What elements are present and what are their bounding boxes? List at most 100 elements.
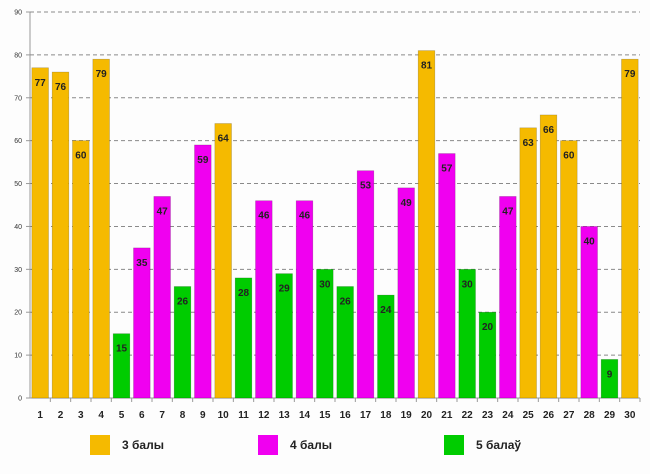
data-label: 40 [584,236,596,247]
x-tick-label: 28 [584,410,596,421]
x-tick-label: 24 [502,410,514,421]
data-label: 46 [258,211,270,222]
y-tick-label: 40 [14,224,22,231]
bar-13 [275,273,293,399]
x-tick-label: 16 [340,410,352,421]
x-tick-label: 20 [421,410,433,421]
bar-15 [316,269,334,399]
data-label: 77 [35,78,47,89]
legend-label-4: 4 балы [290,438,332,452]
legend-item-4: 4 балы [258,432,332,458]
legend-label-5: 5 балаў [476,438,522,452]
data-label: 28 [238,288,250,299]
y-tick-label: 30 [14,267,22,274]
bar-14 [295,200,314,399]
data-label: 53 [360,181,372,192]
x-tick-label: 4 [98,410,104,421]
x-tick-label: 2 [58,410,64,421]
data-label: 81 [421,61,433,72]
x-tick-label: 25 [523,410,535,421]
data-label: 30 [319,279,331,290]
data-label: 9 [607,369,613,380]
x-tick-label: 17 [360,410,372,421]
y-tick-label: 60 [14,138,22,145]
y-tick-label: 80 [14,52,22,59]
data-label: 79 [624,69,636,80]
data-label: 24 [380,305,392,316]
legend-label-3: 3 балы [122,438,164,452]
y-tick-label: 0 [18,396,22,403]
x-tick-label: 8 [180,410,186,421]
data-label: 47 [157,206,169,217]
x-tick-label: 18 [380,410,392,421]
x-tick-label: 22 [462,410,474,421]
bar-28 [580,226,598,399]
x-tick-label: 23 [482,410,494,421]
y-tick-label: 70 [14,95,22,102]
x-tick-label: 26 [543,410,555,421]
bar-2 [51,71,70,399]
x-tick-label: 30 [624,410,636,421]
bar-chart: 0102030405060708090177276360479515635747… [14,10,641,421]
bar-29 [600,359,619,399]
x-tick-label: 27 [563,410,575,421]
y-tick-label: 50 [14,181,22,188]
bar-5 [112,333,131,399]
data-label: 15 [116,344,128,355]
data-label: 49 [401,198,413,209]
data-label: 47 [502,206,514,217]
legend-item-5: 5 балаў [444,432,521,458]
data-label: 35 [136,258,148,269]
x-tick-label: 15 [319,410,331,421]
x-tick-label: 6 [139,410,145,421]
x-tick-label: 13 [279,410,291,421]
data-label: 26 [340,296,352,307]
data-label: 76 [55,82,67,93]
data-label: 57 [441,164,453,175]
legend-swatch-4 [258,435,278,455]
data-label: 29 [279,284,291,295]
legend-swatch-5 [444,435,464,455]
x-tick-label: 29 [604,410,616,421]
bar-19 [397,187,415,399]
x-tick-label: 3 [78,410,84,421]
data-label: 79 [96,69,108,80]
y-tick-label: 20 [14,310,22,317]
x-tick-label: 12 [258,410,270,421]
bar-20 [417,50,436,399]
data-label: 63 [523,138,535,149]
bar-18 [377,294,395,399]
x-tick-label: 21 [441,410,453,421]
data-label: 26 [177,296,189,307]
data-label: 64 [218,134,230,145]
bar-21 [438,153,456,399]
x-tick-label: 9 [200,410,206,421]
bar-30 [621,58,639,399]
bar-11 [234,277,253,399]
bar-6 [133,247,151,399]
data-label: 30 [462,279,474,290]
data-label: 59 [197,155,209,166]
y-tick-label: 90 [14,10,22,17]
bar-9 [194,144,212,399]
bar-26 [539,114,558,399]
bar-4 [92,58,110,399]
bar-17 [356,170,375,399]
legend-swatch-3 [90,435,110,455]
x-tick-label: 19 [401,410,413,421]
x-tick-label: 5 [119,410,125,421]
bar-16 [336,286,354,399]
x-tick-label: 7 [159,410,165,421]
data-label: 60 [563,151,575,162]
bar-8 [173,286,192,399]
bar-12 [255,200,273,399]
x-tick-label: 10 [218,410,230,421]
bar-1 [31,67,49,399]
legend-item-3: 3 балы [90,432,164,458]
y-tick-label: 10 [14,353,22,360]
data-label: 46 [299,211,311,222]
x-tick-label: 14 [299,410,311,421]
bar-10 [214,123,232,399]
bar-3 [72,140,90,399]
data-label: 66 [543,125,555,136]
